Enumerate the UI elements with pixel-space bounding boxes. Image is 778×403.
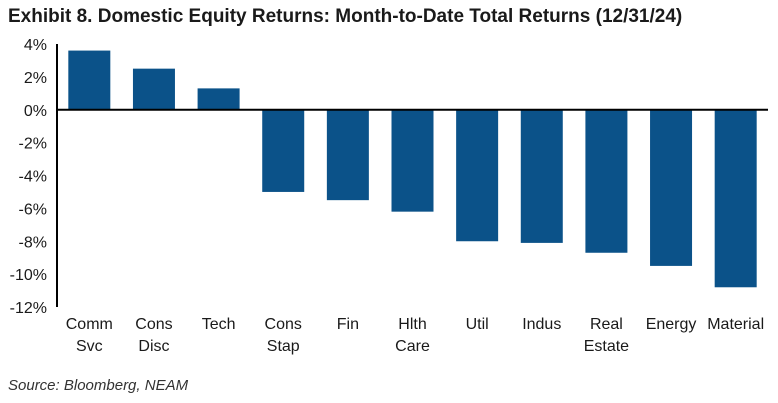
y-tick-label: 4% xyxy=(24,37,47,54)
bar xyxy=(197,88,240,110)
x-tick-label: Real Estate xyxy=(584,316,629,355)
x-axis-ticks: Comm Svc Cons Disc Tech Cons Stap Fin Hlth Care Ut… xyxy=(66,316,764,355)
bar-group xyxy=(68,50,757,288)
chart-title: Exhibit 8. Domestic Equity Returns: Mont… xyxy=(8,6,683,27)
bar xyxy=(68,50,111,110)
x-tick-label: Indus xyxy=(522,316,561,333)
x-tick-label: Energy xyxy=(646,316,697,333)
y-tick-label: -12% xyxy=(10,300,47,317)
x-tick-label: Hlth Care xyxy=(395,316,430,355)
y-tick-label: 0% xyxy=(24,103,47,120)
y-tick-label: 2% xyxy=(24,70,47,87)
bar xyxy=(326,109,369,201)
y-tick-label: -2% xyxy=(19,136,47,153)
y-axis-ticks: 4% 2% 0% -2% -4% -6% -8% -10% -12% xyxy=(10,37,47,317)
bar xyxy=(650,109,693,266)
bar xyxy=(262,109,305,192)
x-tick-label: Tech xyxy=(202,316,236,333)
y-tick-label: -4% xyxy=(19,169,47,186)
bar xyxy=(714,109,757,288)
x-tick-label: Cons Stap xyxy=(265,316,302,355)
x-tick-label: Util xyxy=(466,316,489,333)
bar xyxy=(391,109,434,212)
bar xyxy=(456,109,499,242)
x-tick-label: Material xyxy=(707,316,764,333)
y-tick-label: -8% xyxy=(19,234,47,251)
y-tick-label: -6% xyxy=(19,201,47,218)
bar xyxy=(520,109,563,243)
x-tick-label: Comm Svc xyxy=(66,316,113,355)
source-note: Source: Bloomberg, NEAM xyxy=(8,377,189,394)
bar xyxy=(132,68,175,110)
y-tick-label: -10% xyxy=(10,267,47,284)
x-tick-label: Cons Disc xyxy=(135,316,172,355)
x-tick-label: Fin xyxy=(337,316,359,333)
bar xyxy=(585,109,628,253)
